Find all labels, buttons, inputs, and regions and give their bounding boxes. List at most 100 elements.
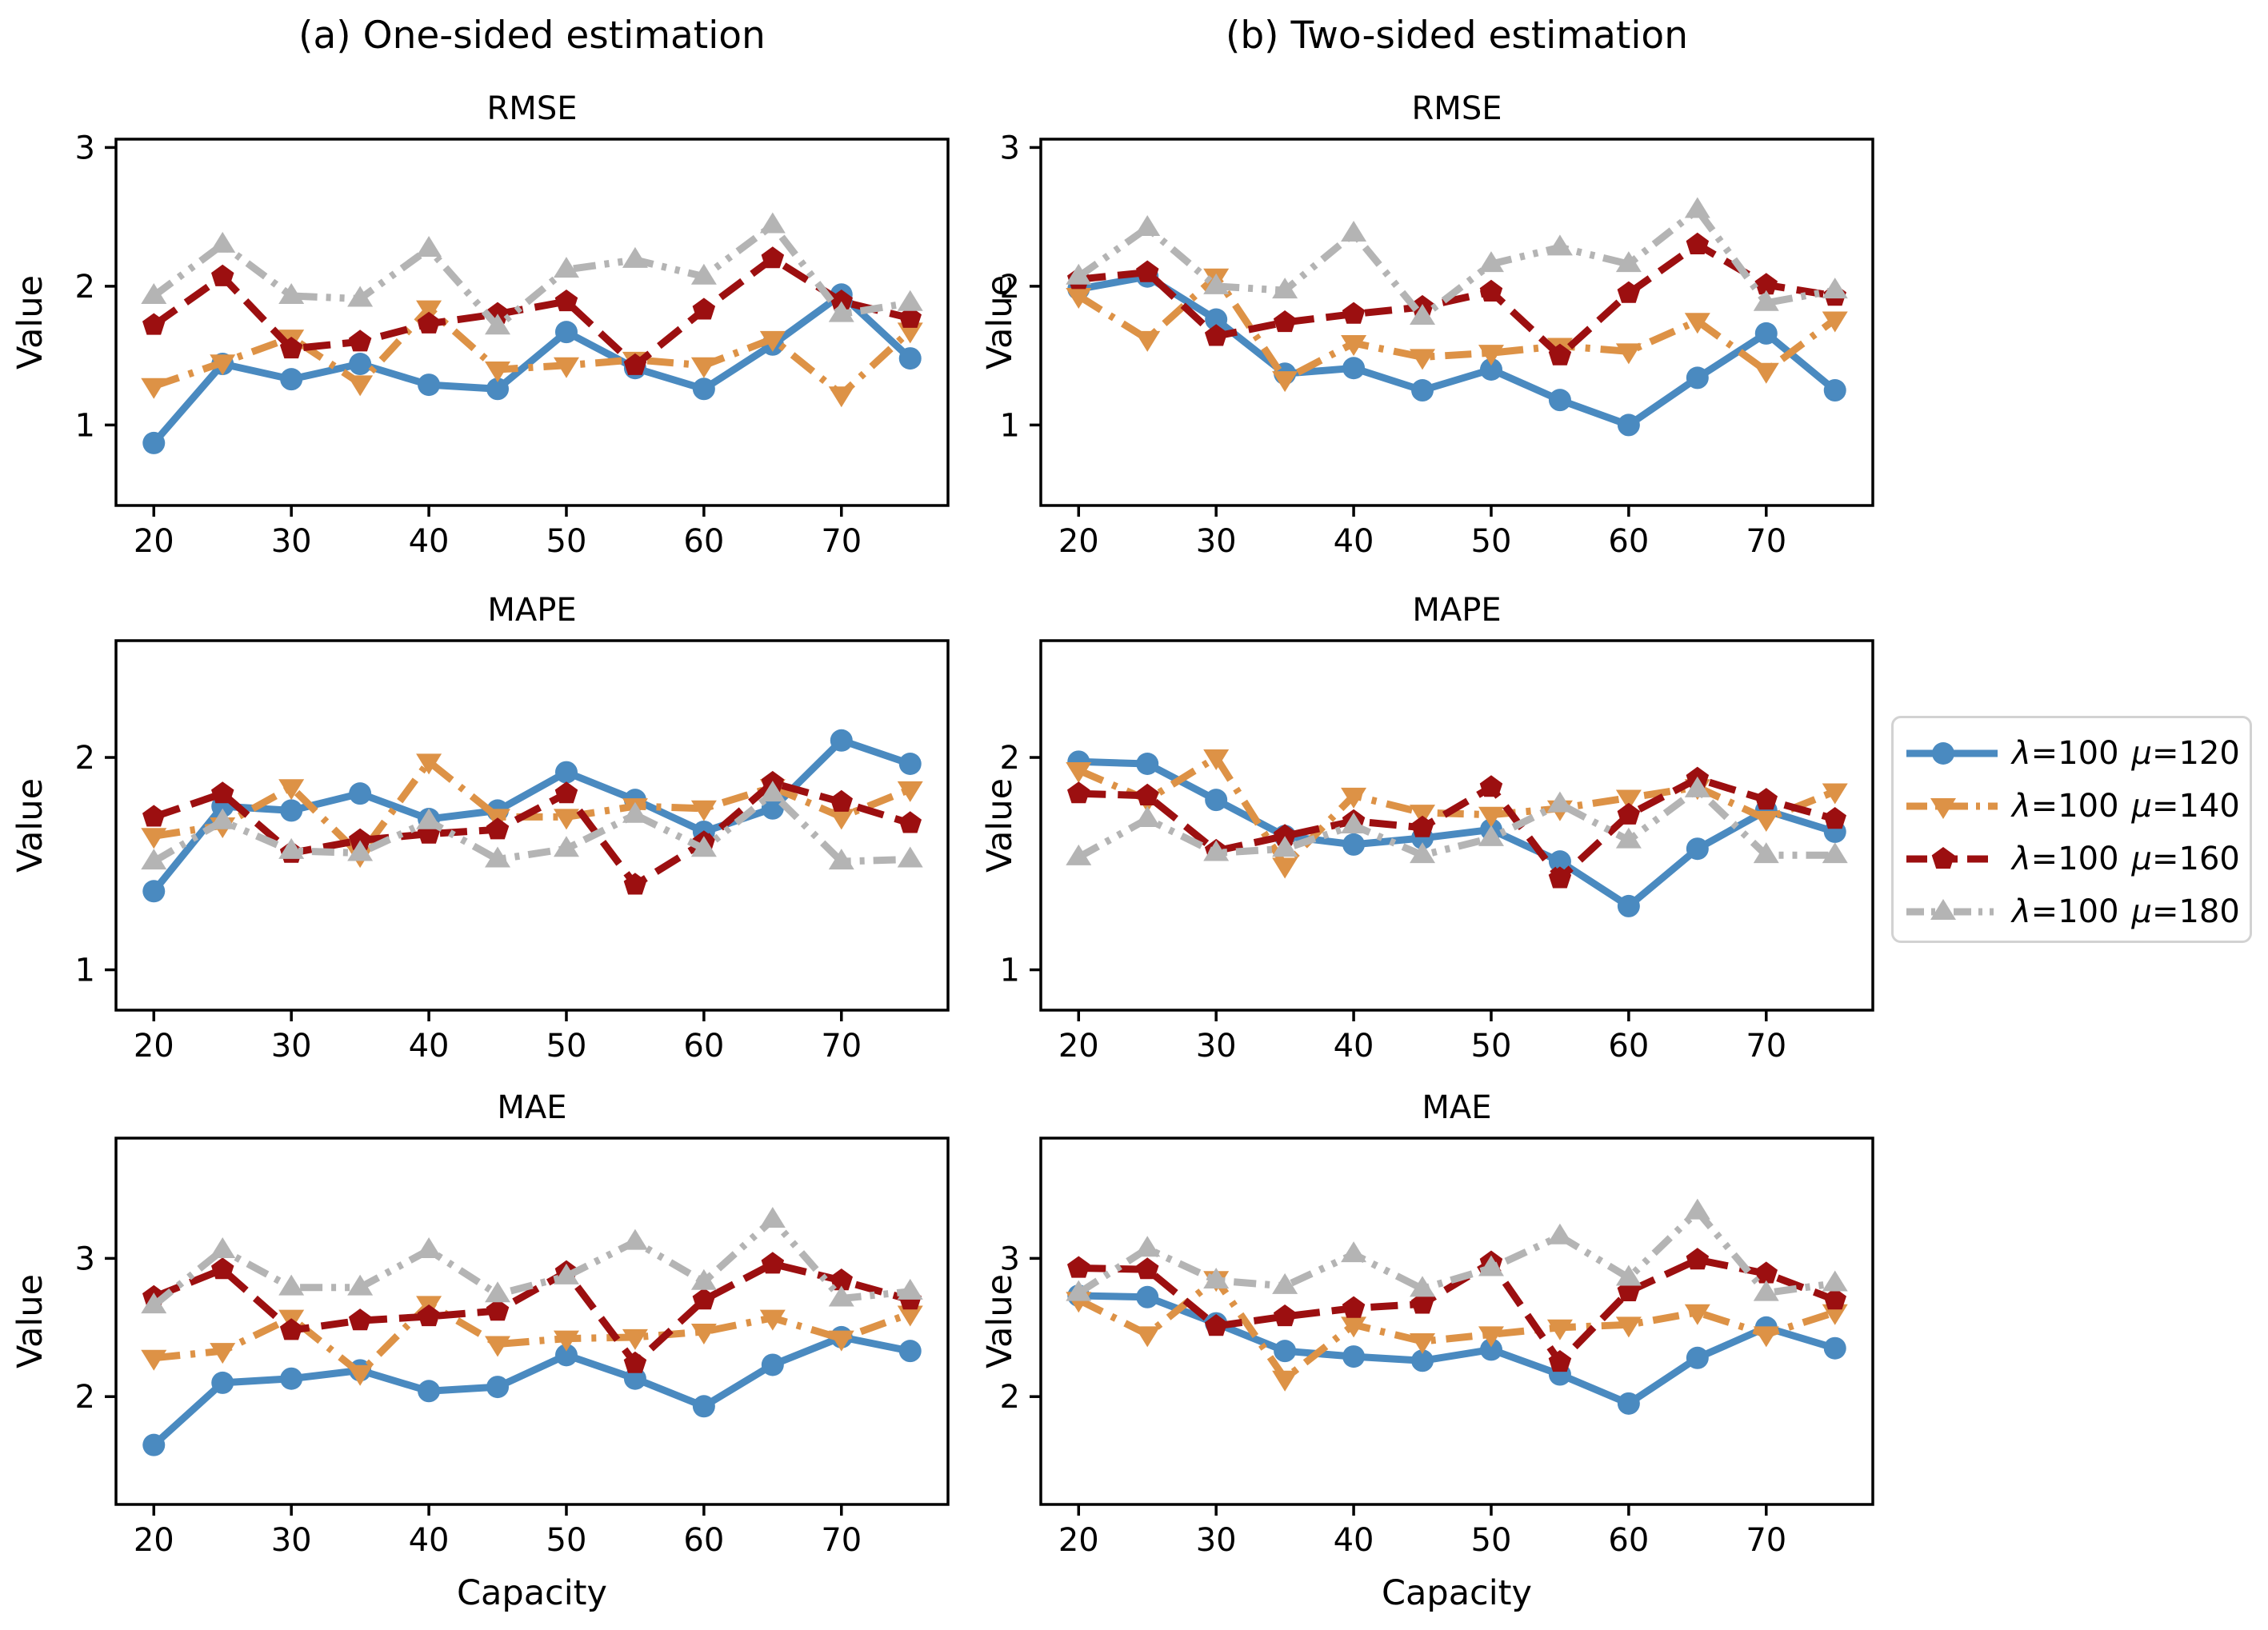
x-tick-label: 60	[683, 1522, 724, 1559]
x-tick-label: 60	[1608, 1028, 1649, 1065]
x-tick-label: 40	[409, 1522, 450, 1559]
x-axis-label-capacity-a: Capacity	[457, 1573, 607, 1613]
y-tick-label: 1	[75, 407, 95, 444]
series-line-mu160	[151, 254, 911, 370]
legend-item-mu120: λ=100 μ=120	[1903, 728, 2250, 779]
y-axis-label-mape-a: Value	[10, 777, 50, 873]
x-tick-label: 30	[271, 523, 312, 560]
series-line-mu120	[1078, 1292, 1836, 1408]
y-axis-label-rmse-b: Value	[980, 274, 1020, 370]
subplot-title-mae-a: MAE	[497, 1089, 567, 1126]
y-tick-label: 2	[75, 1379, 95, 1416]
series-line-mu160	[152, 779, 912, 889]
series-line-mu180	[1076, 1208, 1836, 1297]
legend-item-mu140: λ=100 μ=140	[1903, 781, 2250, 832]
x-tick-label: 70	[1746, 1028, 1786, 1065]
y-tick-label: 2	[1000, 740, 1020, 777]
pentagon-icon	[1906, 847, 1998, 869]
subplot-mape-a: 20 30 40 50 60 70 1 2	[75, 639, 950, 1065]
series-line-mu180	[152, 789, 910, 865]
series-line-mu120	[151, 1333, 911, 1448]
series-line-mu120	[150, 737, 912, 894]
plot-frame	[114, 138, 950, 507]
series-line-mu120	[1078, 273, 1838, 429]
x-tick-label: 20	[134, 523, 174, 560]
subplot-mae-a: 20 30 40 50 60 70 2 3	[75, 1137, 950, 1559]
y-axis-label-rmse-a: Value	[10, 274, 50, 370]
x-tick-label: 70	[821, 1028, 862, 1065]
subplot-title-mape-a: MAPE	[487, 592, 577, 629]
plot-frame	[1039, 1137, 1874, 1506]
subplot-rmse-a: 20 30 40 50 60 70 1 2 3	[75, 130, 950, 560]
subplot-rmse-b: 20 30 40 50 60 70 1 2 3	[1000, 130, 1874, 560]
x-tick-label: 20	[1058, 1522, 1099, 1559]
legend: λ=100 μ=120 λ=100 μ=140 λ=100 μ=160 λ=100 μ=…	[1891, 716, 2252, 943]
x-tick-label: 60	[1608, 1522, 1649, 1559]
x-tick-label: 60	[683, 523, 724, 560]
legend-label-mu120: λ=100 μ=120	[2012, 735, 2240, 772]
y-tick-label: 3	[1000, 130, 1020, 166]
x-tick-label: 50	[1471, 1522, 1512, 1559]
y-tick-label: 1	[75, 953, 95, 989]
y-tick-label: 2	[1000, 1379, 1020, 1416]
x-tick-label: 20	[134, 1522, 174, 1559]
y-axis-label-mape-b: Value	[980, 777, 1020, 873]
x-tick-label: 40	[1334, 1028, 1374, 1065]
series-line-mu140	[153, 757, 912, 859]
series-line-mu180	[1076, 206, 1836, 321]
legend-line-marker-sample-mu160	[1903, 841, 2001, 877]
y-tick-label: 3	[75, 1240, 95, 1277]
series-markers-mu180	[1066, 776, 1848, 865]
series-line-mu180	[1077, 785, 1835, 861]
x-tick-label: 50	[546, 1522, 587, 1559]
y-axis-label-mae-b: Value	[980, 1273, 1020, 1369]
legend-line-marker-sample-mu180	[1903, 894, 2001, 929]
x-tick-label: 40	[409, 523, 450, 560]
legend-item-mu180: λ=100 μ=180	[1903, 886, 2250, 937]
x-tick-label: 70	[821, 1522, 862, 1559]
series-line-mu140	[1076, 273, 1838, 383]
x-tick-label: 30	[271, 1028, 312, 1065]
triangle-down-icon	[1906, 798, 1998, 819]
x-tick-label: 40	[409, 1028, 450, 1065]
subplot-mae-b: 20 30 40 50 60 70 2 3	[1000, 1137, 1874, 1559]
legend-label-mu140: λ=100 μ=140	[2012, 788, 2240, 825]
series-line-mu160	[1078, 241, 1836, 360]
series-markers-mu180	[141, 1206, 923, 1314]
x-tick-label: 60	[1608, 523, 1649, 560]
y-axis-label-mae-a: Value	[10, 1273, 50, 1369]
series-line-mu160	[1078, 775, 1836, 882]
y-tick-label: 2	[75, 740, 95, 777]
column-title-one-sided: (a) One-sided estimation	[298, 14, 766, 58]
x-tick-label: 40	[1334, 1522, 1374, 1559]
series-line-mu180	[151, 1216, 911, 1308]
x-tick-label: 50	[1471, 523, 1512, 560]
x-tick-label: 60	[683, 1028, 724, 1065]
legend-item-mu160: λ=100 μ=160	[1903, 833, 2250, 885]
y-tick-label: 1	[1000, 407, 1020, 444]
legend-line-marker-sample-mu120	[1903, 736, 2001, 771]
series-markers-mu180	[1066, 197, 1848, 326]
subplot-mape-b: 20 30 40 50 60 70 1 2	[1000, 639, 1874, 1065]
x-tick-label: 70	[1746, 1522, 1786, 1559]
triangle-up-icon	[1906, 899, 1998, 920]
series-line-mu140	[1077, 1275, 1837, 1383]
plot-frame	[1039, 138, 1874, 507]
y-tick-label: 1	[1000, 953, 1020, 989]
legend-label-mu180: λ=100 μ=180	[2012, 893, 2240, 930]
column-title-two-sided: (b) Two-sided estimation	[1226, 14, 1688, 58]
plot-frame	[114, 639, 950, 1012]
x-tick-label: 30	[1196, 1522, 1237, 1559]
x-tick-label: 40	[1334, 523, 1374, 560]
series-line-mu180	[151, 222, 911, 330]
x-tick-label: 50	[546, 1028, 587, 1065]
y-tick-label: 3	[75, 130, 95, 166]
legend-label-mu160: λ=100 μ=160	[2012, 841, 2240, 877]
series-markers-mu140	[1066, 1271, 1848, 1392]
plot-frame	[114, 1137, 950, 1506]
x-tick-label: 50	[1471, 1028, 1512, 1065]
series-markers-mu140	[141, 1296, 923, 1386]
x-tick-label: 70	[1746, 523, 1786, 560]
series-line-mu120	[150, 290, 913, 445]
